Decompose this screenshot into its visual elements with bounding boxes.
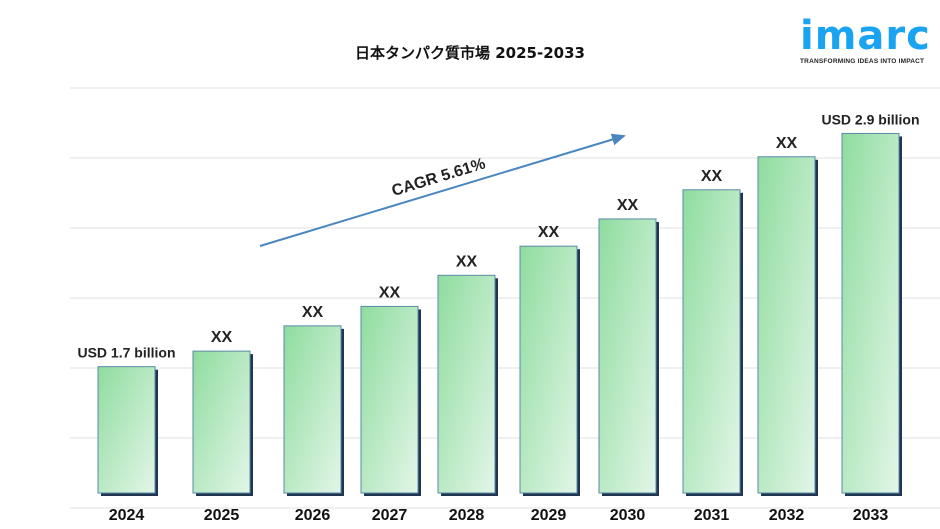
- bar-2026: [283, 325, 342, 494]
- x-tick-label: 2024: [109, 507, 145, 524]
- data-label: XX: [379, 284, 401, 301]
- x-tick-label: 2028: [449, 507, 485, 524]
- logo-tagline: TRANSFORMING IDEAS INTO IMPACT: [800, 58, 925, 65]
- cagr-arrow: [259, 133, 626, 247]
- bar-2031: [682, 189, 741, 494]
- bar-2024: [97, 366, 156, 494]
- x-tick-labels: 2024 2025 2026 2027 2028 2029 2030 2031 2032 2033: [109, 507, 889, 524]
- bar-2025: [192, 350, 251, 494]
- x-tick-label: 2030: [610, 507, 646, 524]
- chart-title: 日本タンパク質市場 2025-2033: [355, 44, 585, 62]
- data-label: XX: [701, 168, 723, 185]
- logo-word: imarc: [800, 13, 931, 59]
- bar-2032: [757, 156, 816, 494]
- x-tick-label: 2031: [694, 507, 730, 524]
- data-label: XX: [617, 197, 639, 214]
- x-tick-label: 2026: [295, 507, 331, 524]
- x-tick-label: 2033: [853, 507, 889, 524]
- bars: [97, 132, 902, 497]
- data-labels: USD 1.7 billion XX XX XX XX XX XX XX XX USD 2.9 b…: [77, 111, 919, 360]
- data-label: XX: [456, 253, 478, 270]
- bar-2029: [519, 245, 578, 494]
- bar-2030: [598, 218, 657, 494]
- bar-2028: [437, 274, 496, 494]
- data-label: XX: [776, 135, 798, 152]
- data-label: XX: [538, 224, 560, 241]
- data-label: XX: [211, 329, 233, 346]
- data-label: XX: [302, 304, 324, 321]
- x-tick-label: 2029: [531, 507, 567, 524]
- data-label: USD 1.7 billion: [77, 345, 175, 361]
- bar-2033: [841, 132, 900, 494]
- imarc-logo: imarc TRANSFORMING IDEAS INTO IMPACT: [800, 14, 930, 65]
- bar-2027: [360, 305, 419, 494]
- x-tick-label: 2025: [204, 507, 240, 524]
- data-label: USD 2.9 billion: [821, 111, 919, 127]
- cagr-label: CAGR 5.61%: [390, 155, 488, 200]
- x-tick-label: 2027: [372, 507, 408, 524]
- x-tick-label: 2032: [769, 507, 805, 524]
